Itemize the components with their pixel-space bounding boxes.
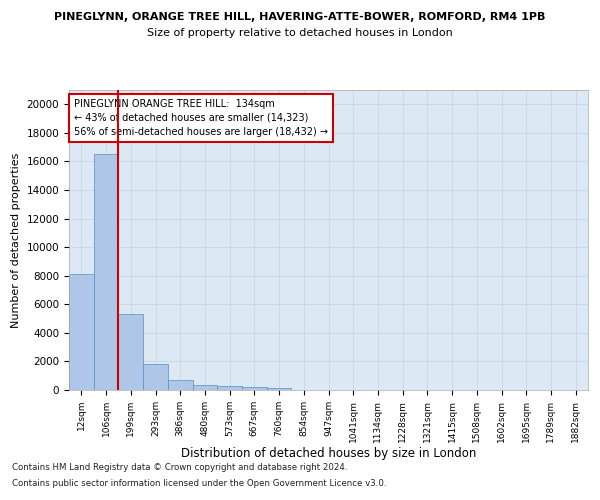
Bar	[217, 386, 242, 390]
X-axis label: Distribution of detached houses by size in London: Distribution of detached houses by size …	[181, 448, 476, 460]
Bar	[193, 385, 217, 390]
Text: Size of property relative to detached houses in London: Size of property relative to detached ho…	[147, 28, 453, 38]
Bar	[242, 387, 267, 390]
Y-axis label: Number of detached properties: Number of detached properties	[11, 152, 21, 328]
Bar	[143, 364, 168, 390]
Text: PINEGLYNN, ORANGE TREE HILL, HAVERING-ATTE-BOWER, ROMFORD, RM4 1PB: PINEGLYNN, ORANGE TREE HILL, HAVERING-AT…	[55, 12, 545, 22]
Text: PINEGLYNN ORANGE TREE HILL:  134sqm
← 43% of detached houses are smaller (14,323: PINEGLYNN ORANGE TREE HILL: 134sqm ← 43%…	[74, 99, 328, 137]
Text: Contains HM Land Registry data © Crown copyright and database right 2024.: Contains HM Land Registry data © Crown c…	[12, 464, 347, 472]
Bar	[69, 274, 94, 390]
Bar	[118, 314, 143, 390]
Text: Contains public sector information licensed under the Open Government Licence v3: Contains public sector information licen…	[12, 478, 386, 488]
Bar	[267, 388, 292, 390]
Bar	[94, 154, 118, 390]
Bar	[168, 380, 193, 390]
